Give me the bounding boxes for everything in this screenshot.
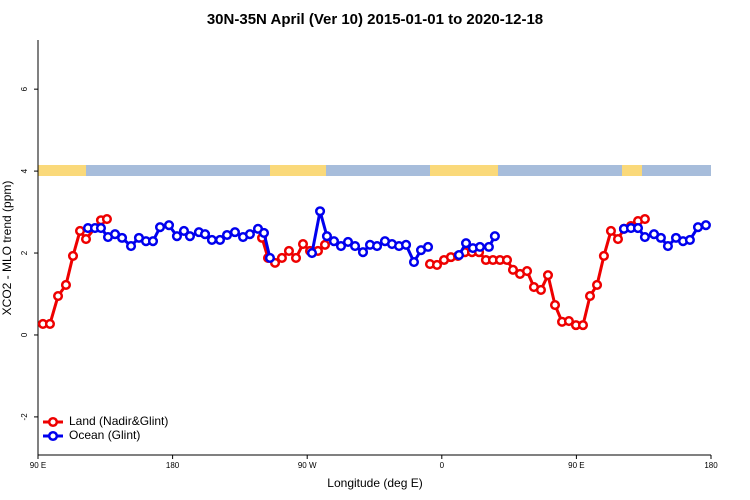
data-point [422, 241, 434, 252]
data-point [489, 231, 500, 242]
data-point [101, 213, 112, 225]
data-point [639, 232, 650, 243]
data-point [229, 227, 241, 238]
y-tick-label: 2 [20, 250, 29, 255]
y-tick-label: 0 [20, 332, 29, 337]
data-point [184, 231, 195, 242]
data-point [60, 279, 72, 291]
data-point [542, 270, 554, 281]
data-point [258, 227, 270, 239]
data-point [605, 225, 616, 236]
data-point [584, 290, 596, 302]
data-point [283, 245, 295, 257]
data-point [474, 241, 485, 252]
data-point [692, 222, 704, 233]
land-mask-band [38, 165, 711, 176]
data-point [535, 284, 547, 295]
data-point [80, 234, 92, 245]
data-point [315, 206, 326, 217]
data-point [290, 252, 302, 263]
land-band [430, 165, 498, 176]
data-point [639, 213, 650, 225]
x-tick-label: 90 E [30, 461, 46, 470]
data-point [154, 222, 166, 233]
chart-title: 30N-35N April (Ver 10) 2015-01-01 to 202… [207, 11, 543, 28]
data-point [244, 229, 255, 240]
data-point [700, 220, 711, 231]
data-point [507, 264, 519, 275]
x-tick-label: 180 [166, 461, 180, 470]
x-tick-label: 90 W [298, 461, 317, 470]
data-point [44, 318, 56, 329]
y-axis-label: XCO2 - MLO trend (ppm) [0, 181, 14, 316]
data-point [598, 250, 609, 261]
data-point [200, 229, 211, 240]
land-band [622, 165, 642, 176]
data-point [371, 241, 383, 252]
data-point [67, 250, 79, 261]
data-point [563, 315, 574, 327]
data-point [612, 234, 624, 245]
data-point [460, 238, 472, 249]
x-tick-label: 90 E [568, 461, 584, 470]
y-tick-label: 4 [20, 168, 29, 173]
data-point [74, 225, 86, 236]
data-point [221, 229, 233, 241]
land-band [38, 165, 86, 176]
data-point [401, 239, 412, 250]
x-tick-label: 0 [440, 461, 445, 470]
data-point [328, 236, 340, 247]
data-point [431, 259, 443, 270]
data-point [125, 241, 137, 252]
data-point [549, 300, 561, 311]
ocean-band [38, 165, 711, 176]
x-tick-label: 180 [704, 461, 718, 470]
data-point [684, 234, 695, 245]
data-point [171, 231, 182, 242]
data-point [147, 236, 159, 247]
data-point [297, 238, 309, 250]
legend-marker [47, 430, 59, 442]
data-point [357, 247, 369, 258]
y-tick-label: 6 [20, 86, 29, 91]
data-point [577, 320, 589, 331]
x-axis-label: Longitude (deg E) [327, 476, 422, 490]
data-point [342, 236, 354, 248]
data-point [117, 232, 128, 243]
data-point [306, 247, 318, 259]
data-point [501, 254, 513, 266]
data-point [178, 225, 190, 236]
data-point [214, 234, 226, 245]
data-point [163, 220, 175, 231]
data-point [52, 290, 64, 302]
data-point [95, 222, 107, 234]
data-point [408, 256, 420, 268]
y-tick-label: -2 [20, 413, 29, 421]
data-point [453, 250, 465, 261]
data-point [206, 234, 217, 245]
legend-marker [47, 416, 59, 428]
land-band [270, 165, 326, 176]
data-point [662, 241, 673, 252]
legend-label: Land (Nadir&Glint) [69, 414, 168, 428]
data-point [335, 241, 347, 252]
data-point [276, 252, 287, 263]
data-point [483, 241, 494, 252]
data-point [632, 222, 644, 234]
data-point [319, 239, 331, 250]
data-point [264, 252, 276, 263]
data-point [350, 241, 361, 252]
data-point [655, 232, 666, 243]
legend-label: Ocean (Glint) [69, 428, 140, 442]
data-point [321, 231, 332, 242]
data-point [591, 279, 603, 291]
data-point [521, 266, 533, 277]
